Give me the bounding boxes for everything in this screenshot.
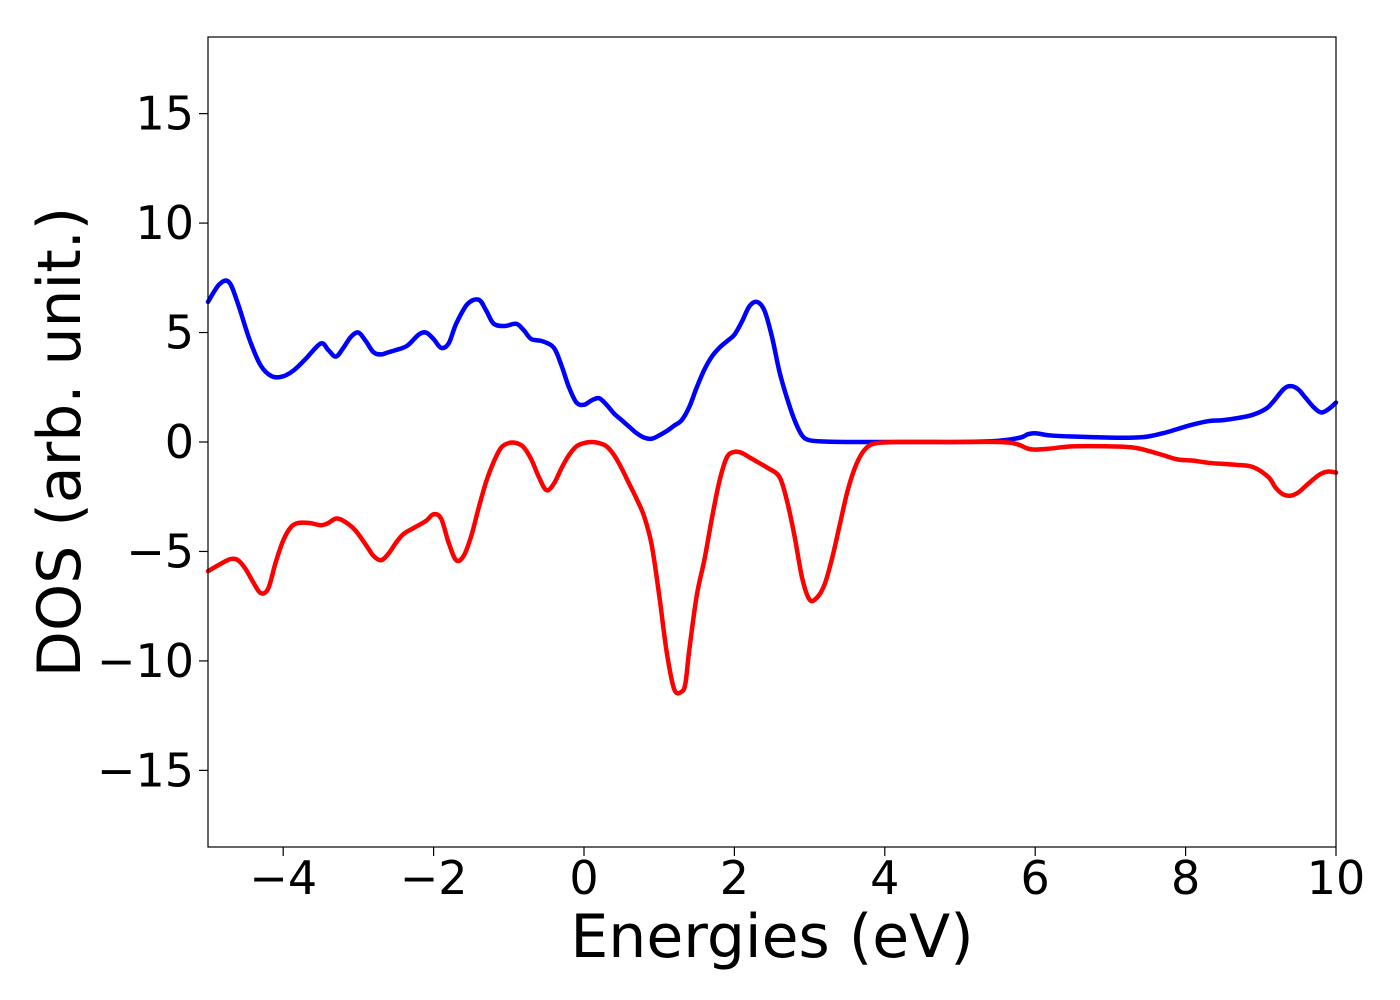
y-tick-label: −5	[126, 524, 194, 578]
plot-background	[208, 37, 1336, 847]
y-tick-label: −10	[97, 634, 194, 688]
y-tick-label: 10	[135, 196, 194, 250]
x-axis-title: Energies (eV)	[570, 902, 973, 972]
y-tick-label: 15	[135, 87, 194, 141]
x-tick-label: 0	[569, 851, 598, 905]
y-tick-label: 5	[165, 306, 194, 360]
y-axis-title: DOS (arb. unit.)	[25, 207, 95, 677]
x-tick-label: 4	[870, 851, 899, 905]
x-tick-label: −4	[249, 851, 317, 905]
x-tick-label: 2	[720, 851, 749, 905]
y-tick-label: 0	[165, 415, 194, 469]
x-tick-label: 8	[1171, 851, 1200, 905]
y-tick-label: −15	[97, 743, 194, 797]
x-axis-ticks: −4 −2 0 2 4 6 8 10	[249, 847, 1365, 905]
series-line-blue	[205, 278, 1339, 445]
x-tick-label: 6	[1021, 851, 1050, 905]
x-tick-label: −2	[400, 851, 468, 905]
series-lines	[205, 278, 1339, 696]
y-axis-ticks: −15 −10 −5 0 5 10 15	[97, 87, 208, 797]
x-tick-label: 10	[1307, 851, 1366, 905]
series-line-red	[205, 439, 1339, 696]
